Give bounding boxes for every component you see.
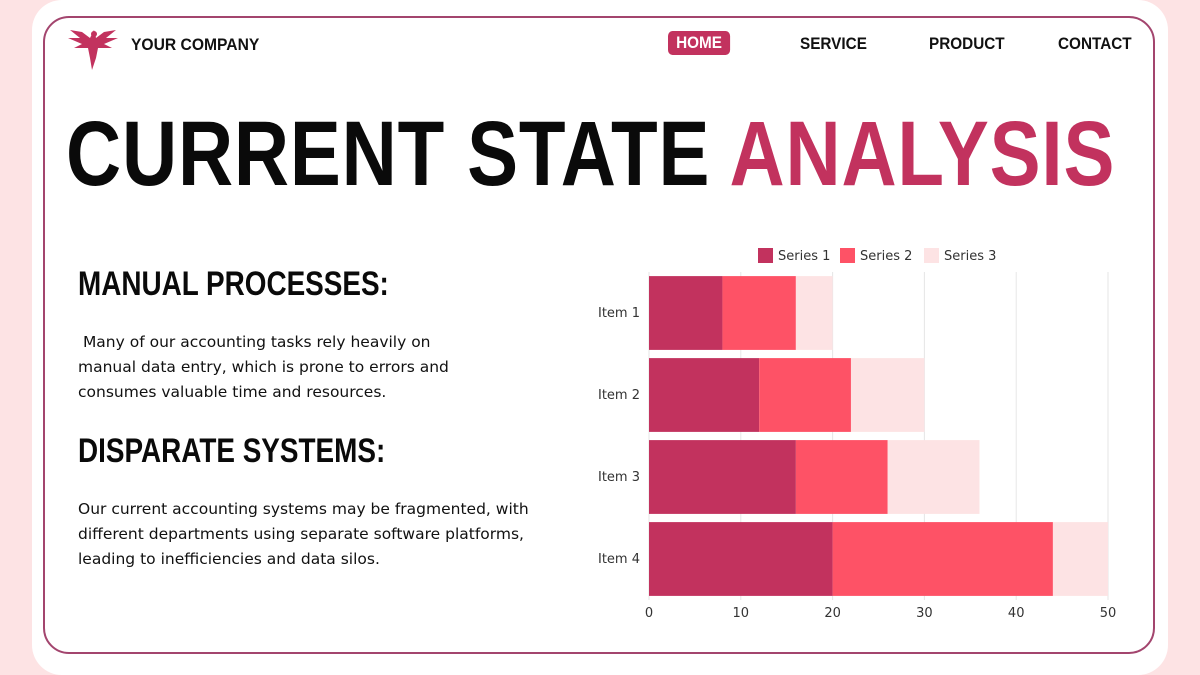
bar-3-2 [850, 358, 925, 432]
x-tick-label: 30 [916, 606, 933, 621]
bar-1-1 [649, 276, 723, 350]
bar-1-2 [649, 358, 760, 432]
bar-3-1 [795, 276, 833, 350]
title-part-2: ANALYSIS [729, 103, 1116, 205]
legend-label: Series 1 [778, 249, 830, 264]
bar-2-3 [795, 440, 888, 514]
section-heading-manual: MANUAL PROCESSES: [78, 265, 389, 303]
company-name: YOUR COMPANY [131, 35, 260, 54]
y-tick-label: Item 2 [598, 388, 640, 403]
x-tick-label: 40 [1008, 606, 1025, 621]
bar-3-4 [1052, 522, 1108, 596]
y-tick-label: Item 3 [598, 470, 640, 485]
title-part-1: CURRENT STATE [66, 103, 711, 205]
section-body-disparate: Our current accounting systems may be fr… [78, 500, 529, 568]
bar-2-4 [832, 522, 1053, 596]
nav-service[interactable]: SERVICE [800, 34, 867, 53]
phoenix-logo-icon [68, 30, 118, 70]
nav-product[interactable]: PRODUCT [929, 34, 1005, 53]
bar-3-3 [887, 440, 980, 514]
legend-swatch [840, 248, 855, 263]
x-tick-label: 50 [1100, 606, 1117, 621]
stacked-bar-chart: 0 10 20 30 40 50 Item 1 Item 2 Item 3 Item 4 Serie… [598, 248, 1117, 621]
section-body-manual: Many of our accounting tasks rely heavil… [78, 333, 449, 401]
x-tick-label: 0 [645, 606, 653, 621]
bar-2-1 [722, 276, 796, 350]
x-tick-label: 10 [733, 606, 750, 621]
bar-1-3 [649, 440, 796, 514]
nav-home[interactable]: HOME [668, 31, 731, 55]
y-tick-label: Item 1 [598, 306, 640, 321]
page-title: CURRENT STATE ANALYSIS [66, 104, 1115, 204]
section-heading-disparate: DISPARATE SYSTEMS: [78, 432, 386, 470]
legend-swatch [758, 248, 773, 263]
slide-frame [43, 16, 1155, 654]
legend-swatch [924, 248, 939, 263]
x-tick-label: 20 [824, 606, 841, 621]
y-tick-label: Item 4 [598, 552, 640, 567]
bar-2-2 [759, 358, 851, 432]
bar-1-4 [649, 522, 833, 596]
legend-label: Series 2 [860, 249, 912, 264]
nav-contact[interactable]: CONTACT [1058, 34, 1132, 53]
legend-label: Series 3 [944, 249, 996, 264]
